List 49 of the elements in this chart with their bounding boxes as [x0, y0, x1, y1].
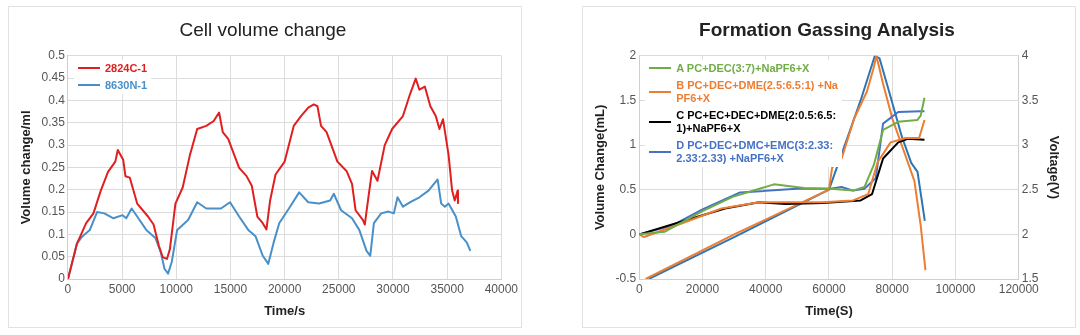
- x-tick-label: 35000: [430, 281, 465, 296]
- x-tick-label: 120000: [998, 281, 1040, 296]
- legend-label: D PC+DEC+DMC+EMC(3:2.33:2.33:2.33) +NaPF6+X: [676, 138, 835, 165]
- legend-label: 2824C-1: [104, 61, 148, 75]
- chart-title: Formation Gassing Analysis: [699, 18, 955, 40]
- y-tick-label: 0: [58, 271, 66, 286]
- x-tick-label: 30000: [376, 281, 410, 296]
- y-tick-label: 1.5: [619, 92, 637, 107]
- y-axis-title: Volume change/ml: [18, 110, 34, 225]
- y-tick-label: 0.15: [41, 204, 66, 219]
- y-tick-label: 2: [629, 48, 637, 63]
- y-tick-label: 0.45: [41, 70, 66, 85]
- y2-tick-label: 3: [1021, 137, 1029, 152]
- y2-tick-label: 2: [1021, 226, 1029, 241]
- x-tick-label: 15000: [213, 281, 248, 296]
- legend-label: 8630N-1: [104, 78, 148, 92]
- y-tick-label: 0.5: [619, 182, 637, 197]
- chart-title: Cell volume change: [179, 18, 347, 40]
- y-tick-label: 0.05: [41, 248, 66, 263]
- legend-label: A PC+DEC(3:7)+NaPF6+X: [676, 61, 810, 75]
- x-tick-label: 80000: [875, 281, 910, 296]
- legend-label: B PC+DEC+DME(2.5:6.5:1) +NaPF6+X: [676, 78, 839, 105]
- y-tick-label: 0.4: [48, 92, 66, 107]
- y-tick-label: 0.25: [41, 159, 66, 174]
- y-tick-label: -0.5: [615, 271, 637, 286]
- y2-tick-label: 3.5: [1021, 92, 1039, 107]
- x-tick-label: 20000: [267, 281, 302, 296]
- y-tick-label: 0.5: [48, 48, 66, 63]
- y-tick-label: 0.2: [48, 182, 66, 197]
- y2-tick-label: 4: [1021, 48, 1029, 63]
- legend-label: C PC+EC+DEC+DME(2:0.5:6.5:1)+NaPF6+X: [676, 108, 838, 135]
- x-tick-label: 60000: [812, 281, 847, 296]
- y-tick-label: 0.1: [48, 226, 66, 241]
- y2-tick-label: 2.5: [1021, 182, 1039, 197]
- y-axis-title: Volume Change(mL): [592, 104, 608, 231]
- y-tick-label: 1: [629, 137, 637, 152]
- y-tick-label: 0: [629, 226, 637, 241]
- x-tick-label: 5000: [108, 281, 136, 296]
- x-tick-label: 40000: [484, 281, 519, 296]
- x-tick-label: 25000: [322, 281, 356, 296]
- x-tick-label: 40000: [749, 281, 783, 296]
- y2-axis-title: Voltage(V): [1046, 135, 1062, 200]
- y-tick-label: 0.35: [41, 115, 66, 130]
- x-tick-label: 10000: [159, 281, 194, 296]
- x-axis-title: Time(S): [805, 302, 853, 318]
- x-tick-label: 100000: [935, 281, 976, 296]
- y-tick-label: 0.3: [48, 137, 66, 152]
- x-tick-label: 20000: [685, 281, 720, 296]
- x-axis-title: Time/s: [264, 302, 306, 318]
